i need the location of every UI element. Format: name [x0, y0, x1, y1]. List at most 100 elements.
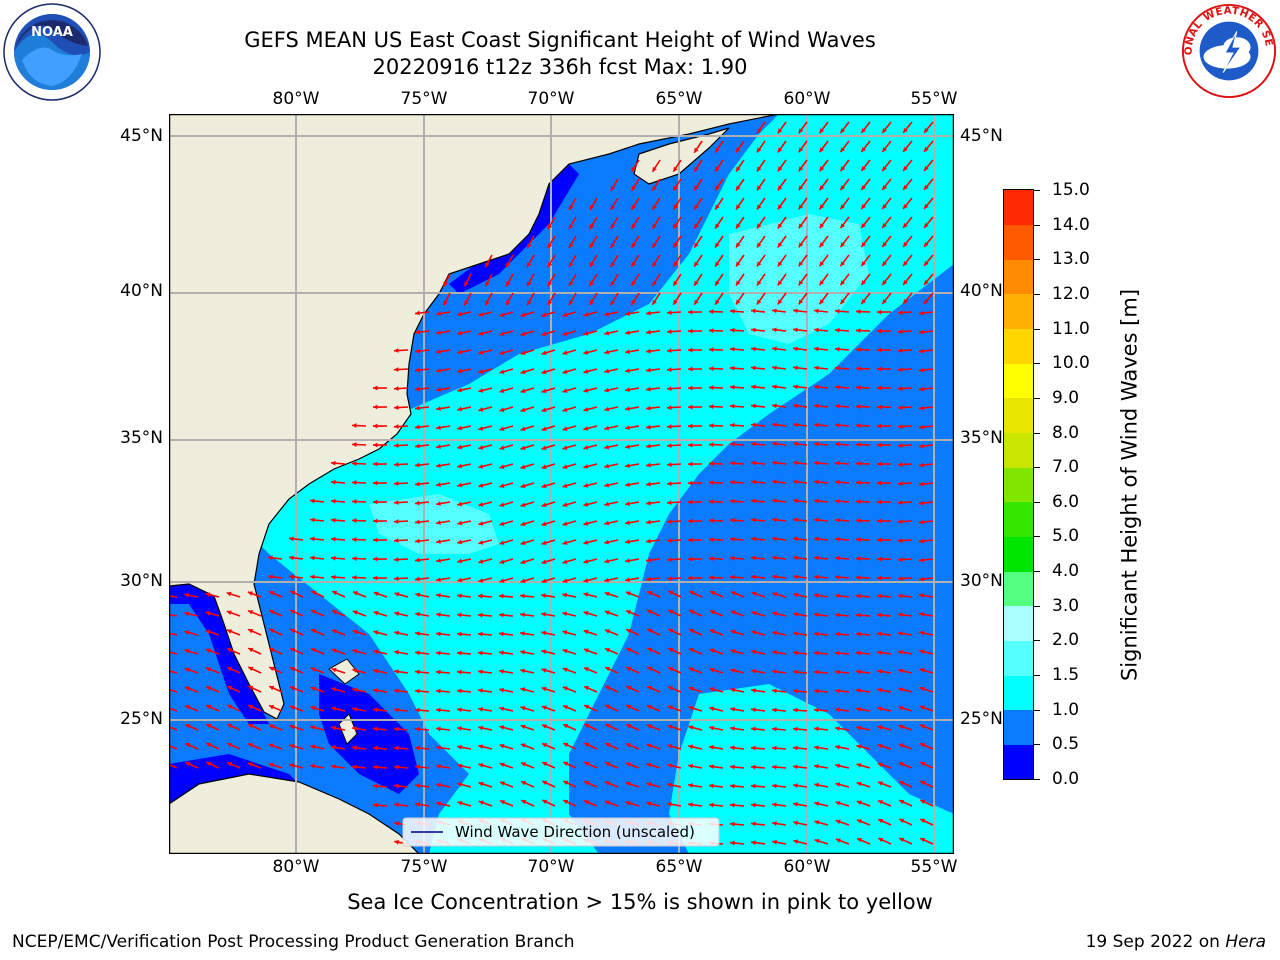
wave-direction-arrowhead — [877, 762, 883, 768]
wave-direction-arrow — [169, 707, 178, 712]
wave-direction-arrowhead — [269, 628, 275, 634]
wave-direction-arrowhead — [331, 555, 336, 561]
wave-direction-arrowhead — [710, 610, 716, 615]
wave-direction-arrowhead — [583, 407, 589, 412]
wave-direction-arrowhead — [919, 481, 924, 487]
wave-direction-arrowhead — [436, 520, 441, 525]
colorbar-tick-label: 7.0 — [1034, 456, 1079, 478]
colorbar-tick-label: 5.0 — [1034, 525, 1079, 547]
wave-direction-arrowhead — [919, 611, 924, 617]
wave-direction-arrowhead — [394, 386, 399, 391]
wave-direction-arrowhead — [882, 128, 887, 133]
wave-direction-arrowhead — [898, 557, 903, 562]
wave-direction-arrowhead — [668, 628, 674, 634]
wave-direction-arrowhead — [668, 686, 673, 691]
wave-direction-arrowhead — [436, 558, 441, 563]
wave-direction-arrowhead — [814, 669, 819, 675]
wave-direction-arrowhead — [436, 349, 441, 354]
wave-direction-arrowhead — [248, 704, 254, 710]
wave-direction-arrowhead — [856, 518, 861, 523]
wave-direction-arrowhead — [457, 463, 463, 469]
wave-direction-arrowhead — [185, 742, 191, 748]
wave-direction-arrowhead — [563, 799, 569, 805]
wave-direction-arrowhead — [756, 261, 762, 267]
wave-direction-arrowhead — [457, 688, 462, 694]
colorbar-segment — [1004, 501, 1033, 537]
wave-direction-arrowhead — [610, 299, 616, 305]
wave-direction-arrowhead — [520, 331, 526, 337]
wave-direction-arrowhead — [499, 388, 505, 393]
wave-direction-arrowhead — [352, 442, 357, 447]
wave-direction-arrowhead — [310, 667, 316, 672]
wave-direction-arrowhead — [688, 763, 694, 769]
wave-direction-arrowhead — [798, 128, 804, 134]
wave-direction-arrowhead — [751, 630, 757, 635]
wave-direction-arrowhead — [520, 483, 526, 489]
wave-direction-arrowhead — [898, 500, 903, 505]
wave-direction-arrowhead — [819, 280, 825, 286]
wave-direction-arrowhead — [772, 365, 777, 371]
wave-direction-arrowhead — [688, 347, 693, 353]
wave-direction-arrowhead — [798, 185, 804, 191]
wave-direction-arrowhead — [626, 723, 632, 729]
wave-direction-arrowhead — [394, 424, 399, 429]
wave-direction-arrowhead — [457, 444, 463, 450]
wave-direction-arrowhead — [373, 537, 378, 543]
wave-direction-arrowhead — [814, 422, 819, 428]
wave-direction-arrowhead — [919, 593, 924, 599]
wave-direction-arrowhead — [730, 840, 735, 846]
wave-direction-arrowhead — [835, 726, 840, 731]
wave-direction-arrowhead — [667, 538, 672, 543]
wave-direction-arrowhead — [856, 706, 861, 712]
wave-direction-arrowhead — [688, 744, 694, 750]
wave-direction-arrowhead — [793, 422, 798, 428]
wave-direction-arrowhead — [331, 574, 336, 580]
wave-direction-arrowhead — [694, 204, 699, 210]
wave-direction-arrowhead — [709, 537, 714, 543]
wave-direction-arrowhead — [352, 726, 357, 731]
wave-direction-arrowhead — [604, 539, 610, 545]
wave-direction-arrowhead — [436, 387, 441, 392]
wave-direction-arrowhead — [436, 669, 441, 675]
colorbar-tick-label: 15.0 — [1034, 179, 1090, 201]
wave-direction-arrowhead — [478, 707, 483, 712]
wave-direction-arrowhead — [814, 460, 819, 466]
wave-direction-arrowhead — [835, 688, 840, 694]
wave-direction-arrowhead — [751, 610, 757, 616]
wave-direction-arrowhead — [562, 592, 568, 598]
branch-footer: NCEP/EMC/Verification Post Processing Pr… — [12, 932, 575, 952]
wave-direction-arrowhead — [793, 479, 798, 485]
wave-direction-arrowhead — [898, 593, 903, 599]
wave-direction-arrowhead — [798, 204, 804, 210]
wave-direction-arrowhead — [583, 388, 589, 393]
wave-direction-arrowhead — [715, 261, 720, 267]
wave-direction-arrowhead — [756, 299, 762, 305]
wave-direction-arrowhead — [819, 223, 825, 229]
wave-direction-arrowhead — [772, 346, 777, 352]
wave-direction-arrowhead — [694, 223, 699, 229]
wave-direction-arrowhead — [877, 556, 882, 562]
wave-direction-arrowhead — [920, 743, 926, 748]
wave-direction-arrowhead — [604, 463, 610, 469]
wave-direction-arrowhead — [248, 610, 254, 615]
wave-direction-arrowhead — [527, 262, 532, 268]
wave-direction-arrowhead — [861, 280, 866, 286]
wave-direction-arrowhead — [478, 593, 483, 599]
wave-direction-arrowhead — [688, 518, 693, 524]
wave-direction-arrowhead — [541, 724, 547, 729]
wave-direction-arrowhead — [736, 223, 741, 229]
wave-direction-arrowhead — [882, 280, 887, 285]
wave-direction-arrowhead — [898, 538, 903, 543]
wave-direction-arrowhead — [541, 331, 547, 337]
wave-direction-arrowhead — [610, 223, 616, 229]
wave-direction-arrowhead — [877, 309, 882, 315]
wave-direction-arrowhead — [814, 441, 819, 447]
wave-direction-arrowhead — [777, 128, 783, 134]
wave-direction-arrowhead — [562, 445, 568, 450]
wave-direction-arrowhead — [919, 462, 924, 468]
wave-direction-arrowhead — [373, 556, 378, 562]
wave-direction-arrowhead — [715, 223, 720, 229]
wave-direction-arrowhead — [736, 166, 741, 172]
colorbar-tick-label: 9.0 — [1034, 387, 1079, 409]
wave-direction-arrowhead — [415, 310, 420, 316]
